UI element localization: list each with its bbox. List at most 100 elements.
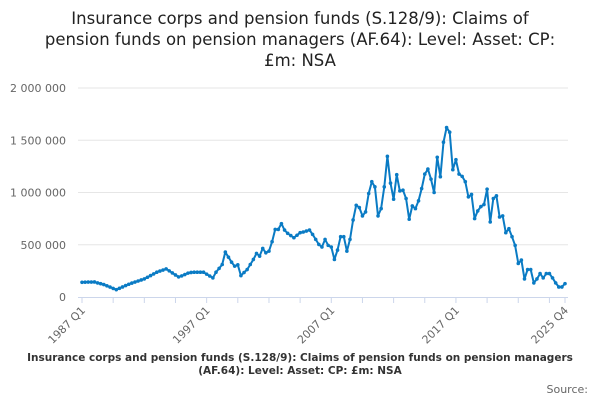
data-point	[547, 271, 552, 276]
data-point	[195, 270, 200, 275]
data-point	[273, 227, 278, 232]
data-point	[83, 280, 87, 284]
data-point	[98, 281, 103, 286]
y-tick-label: 1 500 000	[10, 134, 66, 147]
data-point	[173, 273, 178, 277]
data-point	[332, 257, 337, 262]
data-point	[370, 179, 374, 184]
data-point	[307, 228, 312, 232]
data-point	[285, 231, 290, 236]
data-point	[192, 270, 196, 275]
x-tick-label: 1987 Q1	[46, 304, 89, 347]
data-point	[550, 276, 555, 280]
data-point	[136, 279, 140, 283]
data-point	[114, 287, 119, 292]
chart-caption: Insurance corps and pension funds (S.128…	[27, 352, 573, 377]
x-tick-label: 2025 Q4	[529, 304, 572, 347]
data-point	[264, 250, 268, 255]
data-point	[553, 281, 558, 285]
data-point	[463, 179, 468, 184]
data-point	[317, 242, 321, 247]
data-point	[413, 206, 418, 211]
source-label: Source:	[546, 383, 589, 396]
data-point	[454, 157, 458, 162]
data-point	[466, 195, 471, 199]
data-point	[519, 258, 524, 262]
data-point	[226, 255, 231, 259]
data-point	[488, 220, 493, 224]
data-point	[426, 167, 430, 171]
data-point	[491, 196, 496, 201]
data-point	[323, 237, 327, 242]
data-point	[260, 246, 265, 251]
data-point	[313, 237, 318, 242]
data-point	[211, 276, 215, 280]
data-point	[242, 270, 246, 275]
data-point	[404, 196, 408, 201]
data-point	[544, 271, 549, 276]
data-point	[410, 204, 415, 208]
data-point	[158, 269, 162, 273]
data-point	[351, 218, 355, 222]
data-point	[385, 154, 390, 159]
data-point	[556, 285, 561, 289]
data-point	[176, 275, 181, 279]
data-point	[276, 227, 281, 232]
data-point	[120, 285, 125, 289]
data-point	[388, 181, 393, 185]
data-point	[341, 234, 346, 239]
data-point	[541, 276, 545, 280]
data-point	[472, 216, 477, 221]
data-point	[422, 172, 427, 176]
data-point	[394, 172, 399, 177]
data-point	[382, 185, 387, 189]
data-point	[245, 267, 249, 272]
data-point	[510, 234, 514, 239]
data-point	[376, 214, 380, 218]
data-point	[357, 205, 362, 210]
data-point	[435, 155, 440, 160]
data-point	[429, 177, 433, 181]
data-point	[401, 188, 405, 193]
data-point	[151, 272, 156, 276]
data-point	[92, 280, 97, 284]
data-point	[298, 230, 302, 235]
data-point	[538, 271, 542, 276]
data-point	[460, 174, 464, 179]
data-point	[320, 245, 324, 249]
y-tick-label: 0	[59, 291, 66, 304]
data-point	[360, 214, 365, 218]
data-point	[522, 277, 527, 281]
data-point	[507, 226, 511, 231]
data-point	[329, 245, 334, 249]
data-point	[497, 215, 502, 219]
data-point	[398, 189, 402, 193]
data-point	[214, 270, 218, 275]
data-point	[279, 221, 284, 226]
data-point	[126, 282, 131, 287]
data-point	[560, 285, 564, 289]
data-point	[282, 228, 287, 232]
data-point	[513, 243, 517, 248]
data-point	[220, 262, 225, 267]
data-point	[142, 277, 147, 281]
data-point	[292, 235, 296, 240]
data-point	[335, 248, 340, 252]
data-point	[164, 267, 168, 271]
data-point	[204, 272, 209, 276]
data-point	[148, 273, 153, 278]
data-point	[198, 270, 203, 275]
data-point	[223, 250, 228, 254]
data-point	[102, 282, 106, 287]
data-point	[95, 281, 100, 285]
data-point	[161, 268, 165, 272]
data-point	[451, 167, 455, 172]
x-tick-label: 2017 Q1	[420, 304, 463, 347]
data-point	[130, 281, 134, 285]
data-point	[183, 272, 187, 277]
data-point	[366, 191, 371, 196]
data-point	[469, 192, 474, 197]
data-point	[217, 266, 221, 271]
data-point	[86, 280, 91, 284]
